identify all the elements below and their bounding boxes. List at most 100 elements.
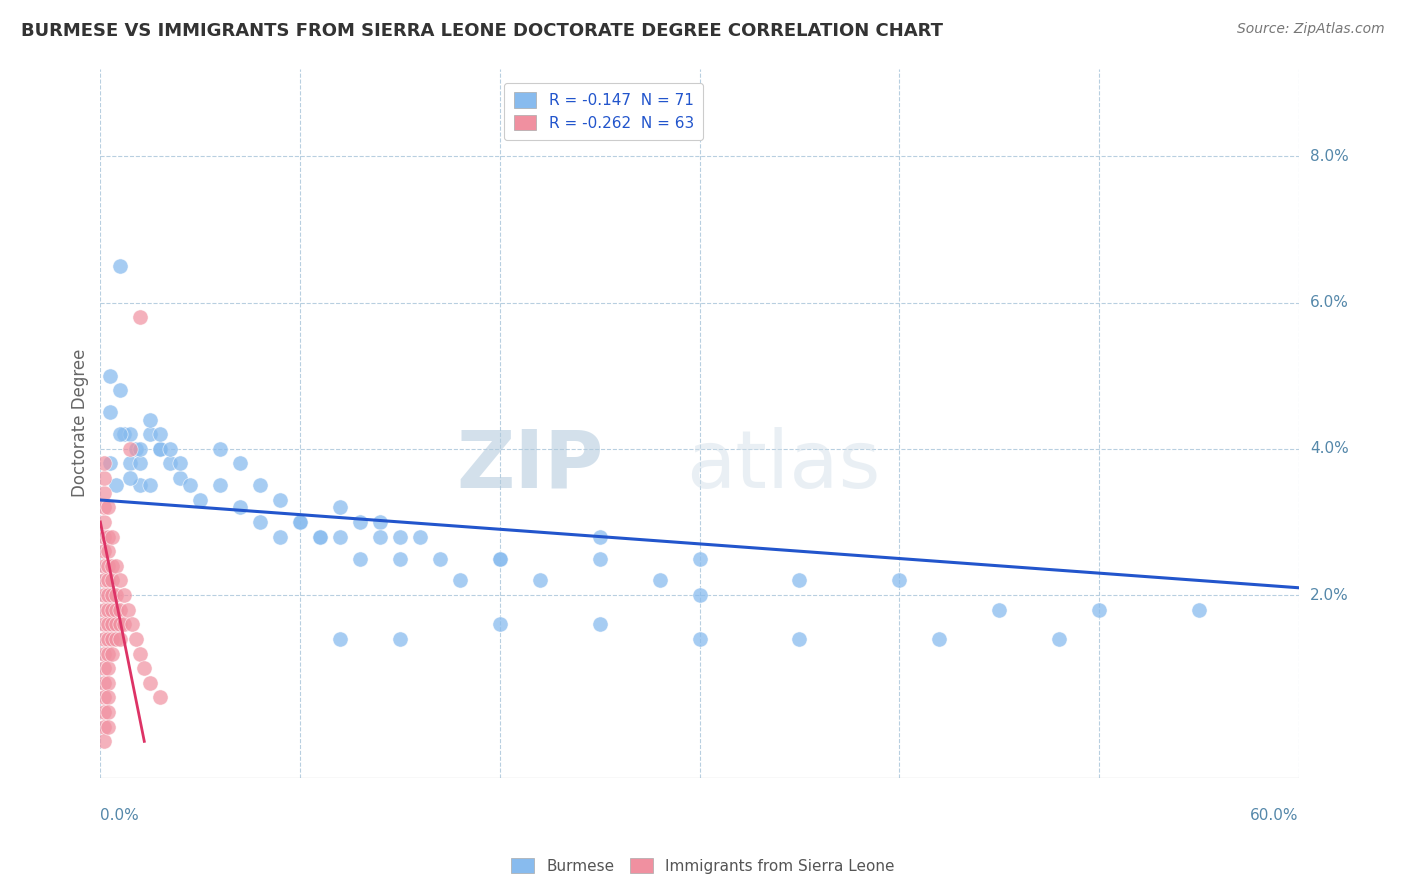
Point	[117, 603, 139, 617]
Point	[93, 720, 115, 734]
Point	[789, 574, 811, 588]
Point	[689, 588, 711, 602]
Point	[309, 530, 332, 544]
Point	[97, 617, 120, 632]
Point	[93, 632, 115, 646]
Point	[105, 558, 128, 573]
Point	[110, 427, 132, 442]
Point	[93, 734, 115, 748]
Point	[449, 574, 471, 588]
Point	[589, 617, 612, 632]
Point	[349, 515, 371, 529]
Point	[429, 551, 451, 566]
Point	[97, 705, 120, 719]
Point	[368, 515, 391, 529]
Point	[129, 442, 152, 456]
Text: BURMESE VS IMMIGRANTS FROM SIERRA LEONE DOCTORATE DEGREE CORRELATION CHART: BURMESE VS IMMIGRANTS FROM SIERRA LEONE …	[21, 22, 943, 40]
Point	[93, 471, 115, 485]
Legend: Burmese, Immigrants from Sierra Leone: Burmese, Immigrants from Sierra Leone	[505, 852, 901, 880]
Text: 2.0%: 2.0%	[1310, 588, 1348, 603]
Point	[98, 368, 121, 383]
Point	[489, 551, 512, 566]
Point	[489, 617, 512, 632]
Point	[97, 530, 120, 544]
Point	[689, 632, 711, 646]
Point	[169, 457, 191, 471]
Point	[110, 259, 132, 273]
Point	[120, 427, 142, 442]
Point	[159, 442, 181, 456]
Point	[125, 442, 148, 456]
Point	[112, 588, 135, 602]
Point	[489, 551, 512, 566]
Point	[93, 485, 115, 500]
Point	[188, 493, 211, 508]
Point	[105, 617, 128, 632]
Text: 6.0%: 6.0%	[1310, 295, 1348, 310]
Point	[97, 676, 120, 690]
Point	[121, 617, 143, 632]
Point	[329, 530, 352, 544]
Point	[97, 632, 120, 646]
Point	[101, 558, 124, 573]
Text: 60.0%: 60.0%	[1250, 808, 1299, 823]
Point	[125, 632, 148, 646]
Point	[97, 500, 120, 515]
Point	[112, 427, 135, 442]
Point	[112, 617, 135, 632]
Point	[97, 558, 120, 573]
Point	[249, 478, 271, 492]
Point	[105, 588, 128, 602]
Point	[97, 661, 120, 675]
Point	[110, 632, 132, 646]
Point	[97, 603, 120, 617]
Point	[105, 478, 128, 492]
Point	[139, 427, 162, 442]
Text: 4.0%: 4.0%	[1310, 442, 1348, 457]
Point	[928, 632, 950, 646]
Point	[648, 574, 671, 588]
Point	[101, 647, 124, 661]
Point	[101, 617, 124, 632]
Point	[93, 647, 115, 661]
Point	[110, 603, 132, 617]
Text: ZIP: ZIP	[457, 426, 603, 505]
Point	[169, 471, 191, 485]
Point	[288, 515, 311, 529]
Point	[388, 551, 411, 566]
Point	[93, 690, 115, 705]
Point	[129, 478, 152, 492]
Point	[988, 603, 1011, 617]
Point	[149, 442, 172, 456]
Point	[129, 457, 152, 471]
Point	[589, 530, 612, 544]
Point	[101, 603, 124, 617]
Point	[139, 676, 162, 690]
Point	[249, 515, 271, 529]
Point	[120, 471, 142, 485]
Point	[149, 690, 172, 705]
Point	[309, 530, 332, 544]
Point	[129, 310, 152, 325]
Point	[93, 530, 115, 544]
Point	[159, 457, 181, 471]
Point	[129, 647, 152, 661]
Point	[209, 478, 232, 492]
Point	[1088, 603, 1111, 617]
Point	[110, 574, 132, 588]
Point	[589, 551, 612, 566]
Point	[93, 457, 115, 471]
Point	[1047, 632, 1070, 646]
Point	[93, 661, 115, 675]
Point	[101, 574, 124, 588]
Point	[110, 617, 132, 632]
Point	[889, 574, 911, 588]
Point	[689, 551, 711, 566]
Point	[288, 515, 311, 529]
Point	[329, 500, 352, 515]
Point	[789, 632, 811, 646]
Point	[209, 442, 232, 456]
Point	[529, 574, 551, 588]
Point	[269, 493, 291, 508]
Point	[93, 588, 115, 602]
